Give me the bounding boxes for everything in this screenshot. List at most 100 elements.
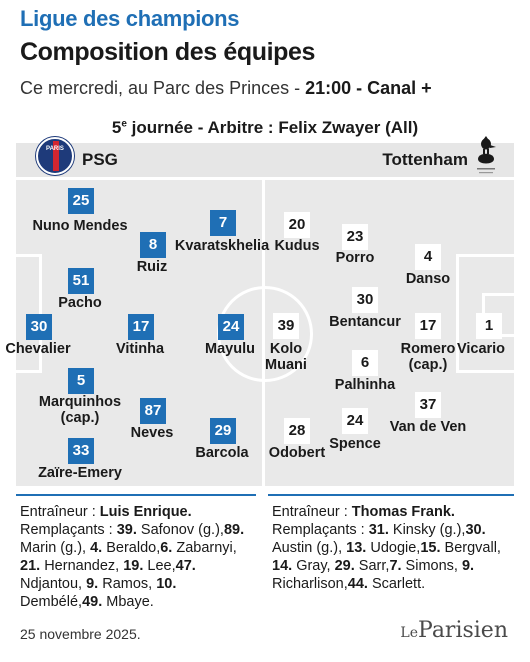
sub-player: Kinsky (g.),	[388, 522, 466, 538]
away-player-name: Kudus	[274, 238, 320, 254]
sub-player: Marin (g.),	[20, 540, 91, 556]
le-parisien-logo: LeParisien	[400, 618, 508, 643]
sub-player: Beraldo,	[102, 540, 161, 556]
home-coach-name: Luis Enrique.	[99, 504, 192, 520]
away-player-number: 24	[342, 408, 368, 434]
home-player-name: Ruiz	[136, 259, 168, 275]
home-player-number: 8	[140, 232, 166, 258]
sub-number: 10.	[156, 576, 177, 592]
away-player-name: Danso	[405, 271, 451, 287]
round-rest: journée - Arbitre : Felix Zwayer (All)	[126, 118, 419, 137]
footer-date: 25 novembre 2025.	[20, 626, 141, 642]
home-team-name: PSG	[82, 150, 118, 169]
intro-prefix: Ce mercredi, au Parc des Princes -	[20, 78, 306, 98]
psg-logo: PARIS	[36, 137, 74, 175]
sub-number: 30.	[465, 522, 486, 538]
away-player-name: Kolo Muani	[265, 341, 307, 373]
sub-player: Sarr,	[354, 558, 390, 574]
away-coach-name: Thomas Frank.	[351, 504, 455, 520]
away-divider	[268, 494, 514, 496]
away-team-name: Tottenham	[382, 150, 468, 169]
home-player-name: Neves	[130, 425, 174, 441]
sub-player: Simons,	[401, 558, 462, 574]
sub-player: Gray,	[292, 558, 335, 574]
sub-number: 21.	[20, 558, 41, 574]
sub-number: 7.	[389, 558, 402, 574]
home-player-number: 29	[210, 418, 236, 444]
sub-player: Scarlett.	[367, 576, 426, 592]
home-divider	[16, 494, 256, 496]
sub-number: 15.	[420, 540, 441, 556]
home-player-number: 5	[68, 368, 94, 394]
sub-player: Ramos,	[98, 576, 157, 592]
team-bar	[16, 143, 514, 177]
sub-player: Austin (g.),	[272, 540, 347, 556]
home-player-name: Pacho	[58, 295, 102, 311]
sub-number: 13.	[346, 540, 367, 556]
sub-player: Mbaye.	[102, 594, 154, 610]
kicker: Ligue des champions	[20, 6, 240, 31]
home-subs: Remplaçants : 39. Safonov (g.),89. Marin…	[20, 521, 260, 611]
home-player-number: 87	[140, 398, 166, 424]
home-player-name: Marquinhos (cap.)	[38, 394, 122, 426]
away-player-name: Van de Ven	[389, 419, 467, 435]
sub-player: Lee,	[143, 558, 176, 574]
home-coach-label: Entraîneur :	[20, 504, 100, 520]
sub-number: 89.	[223, 522, 245, 538]
home-player-name: Kvaratskhelia	[174, 238, 270, 254]
home-player-number: 30	[26, 314, 52, 340]
away-player-number: 23	[342, 224, 368, 250]
sub-player: Udogie,	[366, 540, 421, 556]
away-player-name: Bentancur	[329, 314, 401, 330]
sub-number: 31.	[368, 522, 389, 538]
away-player-name: Porro	[335, 250, 375, 266]
psg-logo-text: PARIS	[46, 146, 64, 152]
round-number: 5	[111, 118, 122, 137]
away-player-name: Spence	[329, 436, 381, 452]
brand-le: Le	[400, 625, 418, 641]
home-player-number: 51	[68, 268, 94, 294]
home-player-number: 17	[128, 314, 154, 340]
round-referee: 5e journée - Arbitre : Felix Zwayer (All…	[0, 118, 530, 138]
sub-number: 19.	[123, 558, 144, 574]
sub-number: 4.	[90, 540, 103, 556]
away-player-number: 39	[273, 313, 299, 339]
away-coach-label: Entraîneur :	[272, 504, 352, 520]
sub-player: Zabarnyi,	[172, 540, 237, 556]
round-suffix: e	[121, 118, 127, 130]
intro: Ce mercredi, au Parc des Princes - 21:00…	[20, 78, 432, 99]
intro-time: 21:00 - Canal +	[305, 78, 432, 98]
home-player-number: 33	[68, 438, 94, 464]
away-subs-label: Remplaçants :	[272, 522, 369, 538]
away-player-number: 17	[415, 313, 441, 339]
home-player-number: 25	[68, 188, 94, 214]
sub-number: 47.	[175, 558, 196, 574]
tottenham-logo	[477, 136, 496, 174]
away-player-name: Palhinha	[334, 377, 396, 393]
sub-number: 44.	[347, 576, 368, 592]
home-player-name: Mayulu	[205, 341, 255, 357]
away-player-number: 30	[352, 287, 378, 313]
sub-number: 14.	[272, 558, 293, 574]
sub-player: Ndjantou,	[20, 576, 87, 592]
away-player-number: 4	[415, 244, 441, 270]
home-player-name: Barcola	[195, 445, 249, 461]
away-player-number: 37	[415, 392, 441, 418]
away-coach-block: Entraîneur : Thomas Frank. Remplaçants :…	[272, 503, 512, 593]
home-player-number: 7	[210, 210, 236, 236]
sub-number: 6.	[160, 540, 173, 556]
away-player-number: 20	[284, 212, 310, 238]
brand-name: Parisien	[418, 618, 508, 643]
sub-player: Bergvall,	[440, 540, 501, 556]
home-player-name: Chevalier	[5, 341, 71, 357]
away-player-number: 28	[284, 418, 310, 444]
away-player-number: 1	[476, 313, 502, 339]
sub-number: 39.	[116, 522, 137, 538]
away-player-name: Romero (cap.)	[400, 341, 456, 373]
sub-player: Safonov (g.),	[136, 522, 224, 538]
sub-player: Hernandez,	[40, 558, 124, 574]
sub-player: Dembélé,	[20, 594, 83, 610]
home-player-name: Zaïre-Emery	[38, 465, 122, 481]
sub-number: 29.	[334, 558, 355, 574]
home-coach-block: Entraîneur : Luis Enrique. Remplaçants :…	[20, 503, 260, 611]
